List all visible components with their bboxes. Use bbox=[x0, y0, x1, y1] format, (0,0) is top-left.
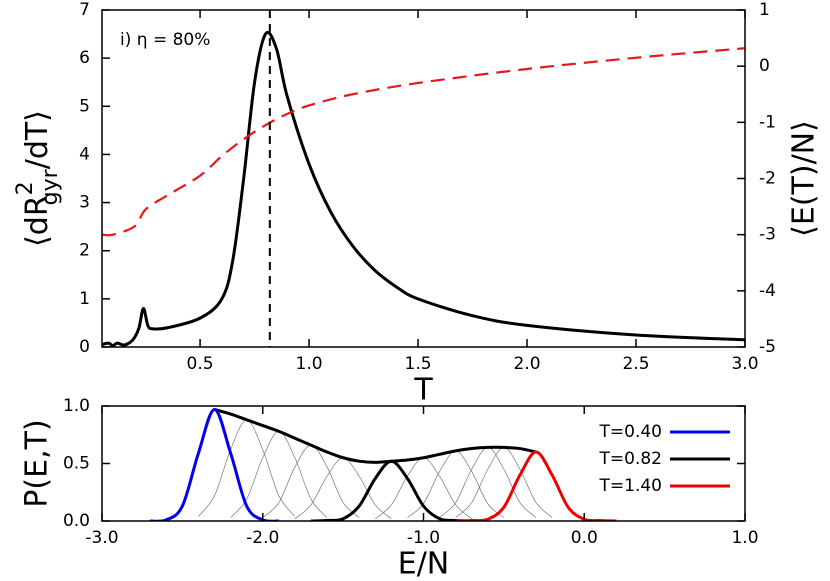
series-line bbox=[310, 459, 472, 521]
y2-tick-label: -2 bbox=[759, 169, 776, 189]
y-axis-label-part: /dT⟩ bbox=[20, 110, 55, 169]
y-axis-label: P(E,T) bbox=[20, 419, 55, 507]
y2-tick-label: -5 bbox=[759, 337, 776, 357]
x-axis-label: E/N bbox=[398, 547, 450, 581]
y-tick-label: 1 bbox=[79, 289, 90, 309]
x-tick-label: 1.0 bbox=[731, 528, 758, 548]
series-line bbox=[150, 407, 279, 521]
frame bbox=[101, 405, 746, 522]
envelope-line bbox=[214, 408, 537, 464]
x-tick-label: 2.0 bbox=[514, 354, 541, 374]
legend-label: T=1.40 bbox=[599, 476, 662, 496]
background-curve bbox=[262, 444, 360, 518]
y2-tick-label: -4 bbox=[759, 281, 776, 301]
plot-area bbox=[150, 407, 617, 521]
x-tick-label: 2.5 bbox=[622, 354, 649, 374]
y2-tick-label: 0 bbox=[759, 56, 770, 76]
y-tick-label: 2 bbox=[79, 241, 90, 261]
background-curve bbox=[294, 457, 392, 519]
x-tick-label: -1.0 bbox=[407, 528, 440, 548]
background-curve bbox=[198, 419, 296, 517]
background-curve bbox=[375, 457, 472, 519]
y-axis-label-part: 2 bbox=[13, 181, 38, 195]
y-axis-label: ⟨dR2gyr/dT⟩ bbox=[13, 110, 63, 247]
annotation: i) η = 80% bbox=[120, 30, 210, 50]
series-line bbox=[102, 30, 745, 347]
legend-label: T=0.82 bbox=[599, 449, 662, 469]
x-tick-label: -2.0 bbox=[246, 528, 279, 548]
plot-area bbox=[102, 30, 745, 347]
frame bbox=[101, 9, 746, 348]
x-tick-label: 0.0 bbox=[571, 528, 598, 548]
x-tick-label: 1.0 bbox=[296, 354, 323, 374]
legend-label: T=0.40 bbox=[599, 422, 662, 442]
y-tick-label: 4 bbox=[79, 144, 90, 164]
y-tick-label: 0.5 bbox=[63, 454, 90, 474]
x-tick-label: 0.5 bbox=[187, 354, 214, 374]
y2-tick-label: 1 bbox=[759, 0, 770, 20]
y-tick-label: 7 bbox=[79, 0, 90, 20]
y-tick-label: 3 bbox=[79, 193, 90, 213]
y-tick-label: 1.0 bbox=[63, 396, 90, 416]
y-tick-label: 0.0 bbox=[63, 511, 90, 531]
y-tick-label: 5 bbox=[79, 96, 90, 116]
background-curve bbox=[439, 447, 537, 518]
y-axis-label-part: gyr bbox=[38, 168, 63, 205]
series-line bbox=[102, 47, 745, 237]
x-tick-label: 3.0 bbox=[731, 354, 758, 374]
x-tick-label: -3.0 bbox=[85, 528, 118, 548]
y-axis-label-part: ⟨dR bbox=[20, 195, 55, 247]
y-tick-label: 0 bbox=[79, 337, 90, 357]
background-curve bbox=[407, 450, 505, 518]
x-axis-label: T bbox=[413, 373, 433, 408]
y2-tick-label: -1 bbox=[759, 112, 776, 132]
y2-axis-label: ⟨E(T)/N⟩ bbox=[787, 120, 822, 237]
y-tick-label: 6 bbox=[79, 48, 90, 68]
y2-tick-label: -3 bbox=[759, 225, 776, 245]
x-tick-label: 1.5 bbox=[405, 354, 432, 374]
